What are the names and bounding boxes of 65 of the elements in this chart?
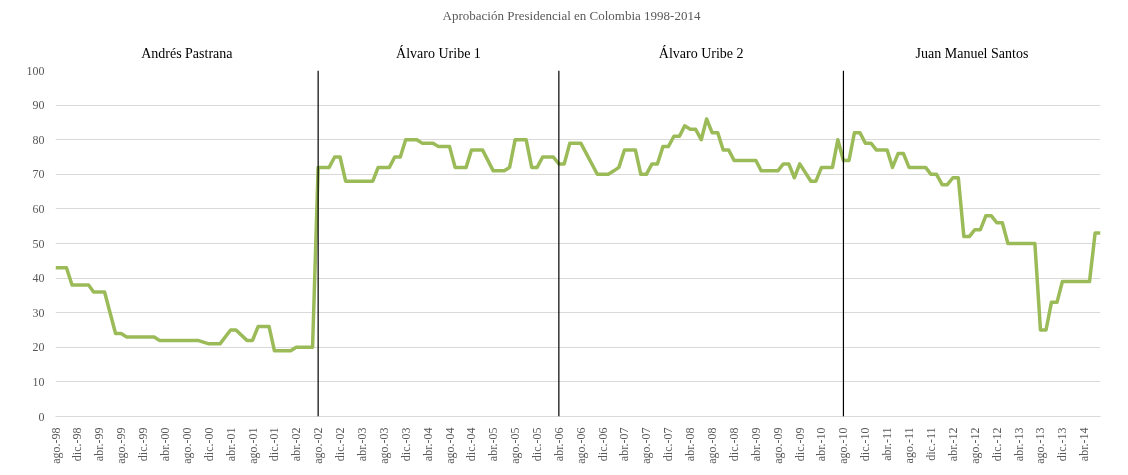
x-tick-label: abr.-11 [880,427,895,461]
x-tick-label: dic.-01 [267,427,282,462]
y-tick-label: 60 [32,201,45,216]
x-tick-label: abr.-01 [223,427,238,462]
x-tick-label: abr.-13 [1011,427,1026,462]
x-tick-label: abr.-06 [551,427,566,462]
x-tick-label: ago.-09 [770,427,785,464]
x-tick-label: dic.-03 [398,427,413,462]
x-tick-label: dic.-04 [464,427,479,462]
x-tick-label: abr.-00 [157,427,172,462]
x-tick-label: abr.-03 [354,427,369,462]
x-tick-label: ago.-98 [48,427,63,464]
chart-title: Aprobación Presidencial en Colombia 1998-2014 [442,7,701,23]
x-tick-label: ago.-03 [376,427,391,464]
y-tick-label: 80 [32,132,45,147]
x-tick-label: ago.-05 [508,427,523,464]
y-tick-label: 90 [32,98,45,113]
x-tick-label: dic.-10 [858,427,873,462]
x-tick-label: dic.-00 [201,427,216,462]
text: Andrés Pastrana [141,45,234,61]
x-tick-label: dic.-07 [661,427,676,462]
x-tick-label: dic.-13 [1055,427,1070,462]
x-tick-label: ago.-00 [179,427,194,464]
x-tick-label: ago.-07 [639,427,654,464]
y-tick-label: 70 [32,167,45,182]
x-tick-label: dic.-09 [792,427,807,462]
x-tick-label: abr.-14 [1077,427,1092,462]
x-tick-label: abr.-08 [683,427,698,462]
x-tick-label: dic.-12 [989,427,1004,462]
x-tick-label: abr.-05 [486,427,501,462]
text: Álvaro Uribe 2 [658,44,744,61]
x-tick-label: ago.-11 [902,427,917,464]
x-tick-label: abr.-10 [814,427,829,462]
y-tick-label: 100 [26,63,45,78]
y-tick-label: 40 [32,271,45,286]
x-tick-label: abr.-02 [289,427,304,462]
y-tick-label: 30 [32,305,45,320]
x-tick-label: dic.-98 [70,427,85,462]
x-tick-label: abr.-04 [420,427,435,462]
text: Juan Manuel Santos [915,45,1029,61]
x-tick-label: dic.-02 [333,427,348,462]
x-tick-label: dic.-06 [595,427,610,462]
x-tick-label: ago.-04 [442,427,457,464]
x-tick-label: abr.-07 [617,427,632,462]
x-tick-label: ago.-02 [311,427,326,464]
y-tick-label: 50 [32,236,45,251]
x-tick-label: ago.-08 [705,427,720,464]
x-tick-label: abr.-09 [748,427,763,462]
y-tick-label: 0 [38,409,45,424]
x-tick-label: ago.-13 [1033,427,1048,464]
x-tick-label: ago.-99 [114,427,129,464]
x-tick-label: abr.-99 [92,427,107,462]
x-tick-label: ago.-01 [245,427,260,464]
x-tick-label: dic.-05 [530,427,545,462]
x-tick-label: ago.-10 [836,427,851,464]
x-tick-label: ago.-12 [967,427,982,464]
text: Álvaro Uribe 1 [396,44,481,61]
x-tick-label: abr.-12 [945,427,960,462]
x-tick-label: dic.-99 [136,427,151,462]
line-series [55,117,1101,353]
y-tick-label: 10 [32,374,45,389]
x-tick-label: dic.-08 [727,427,742,462]
y-tick-label: 20 [32,340,45,355]
x-tick-label: dic.-11 [923,427,938,461]
x-tick-label: ago.-06 [573,427,588,464]
